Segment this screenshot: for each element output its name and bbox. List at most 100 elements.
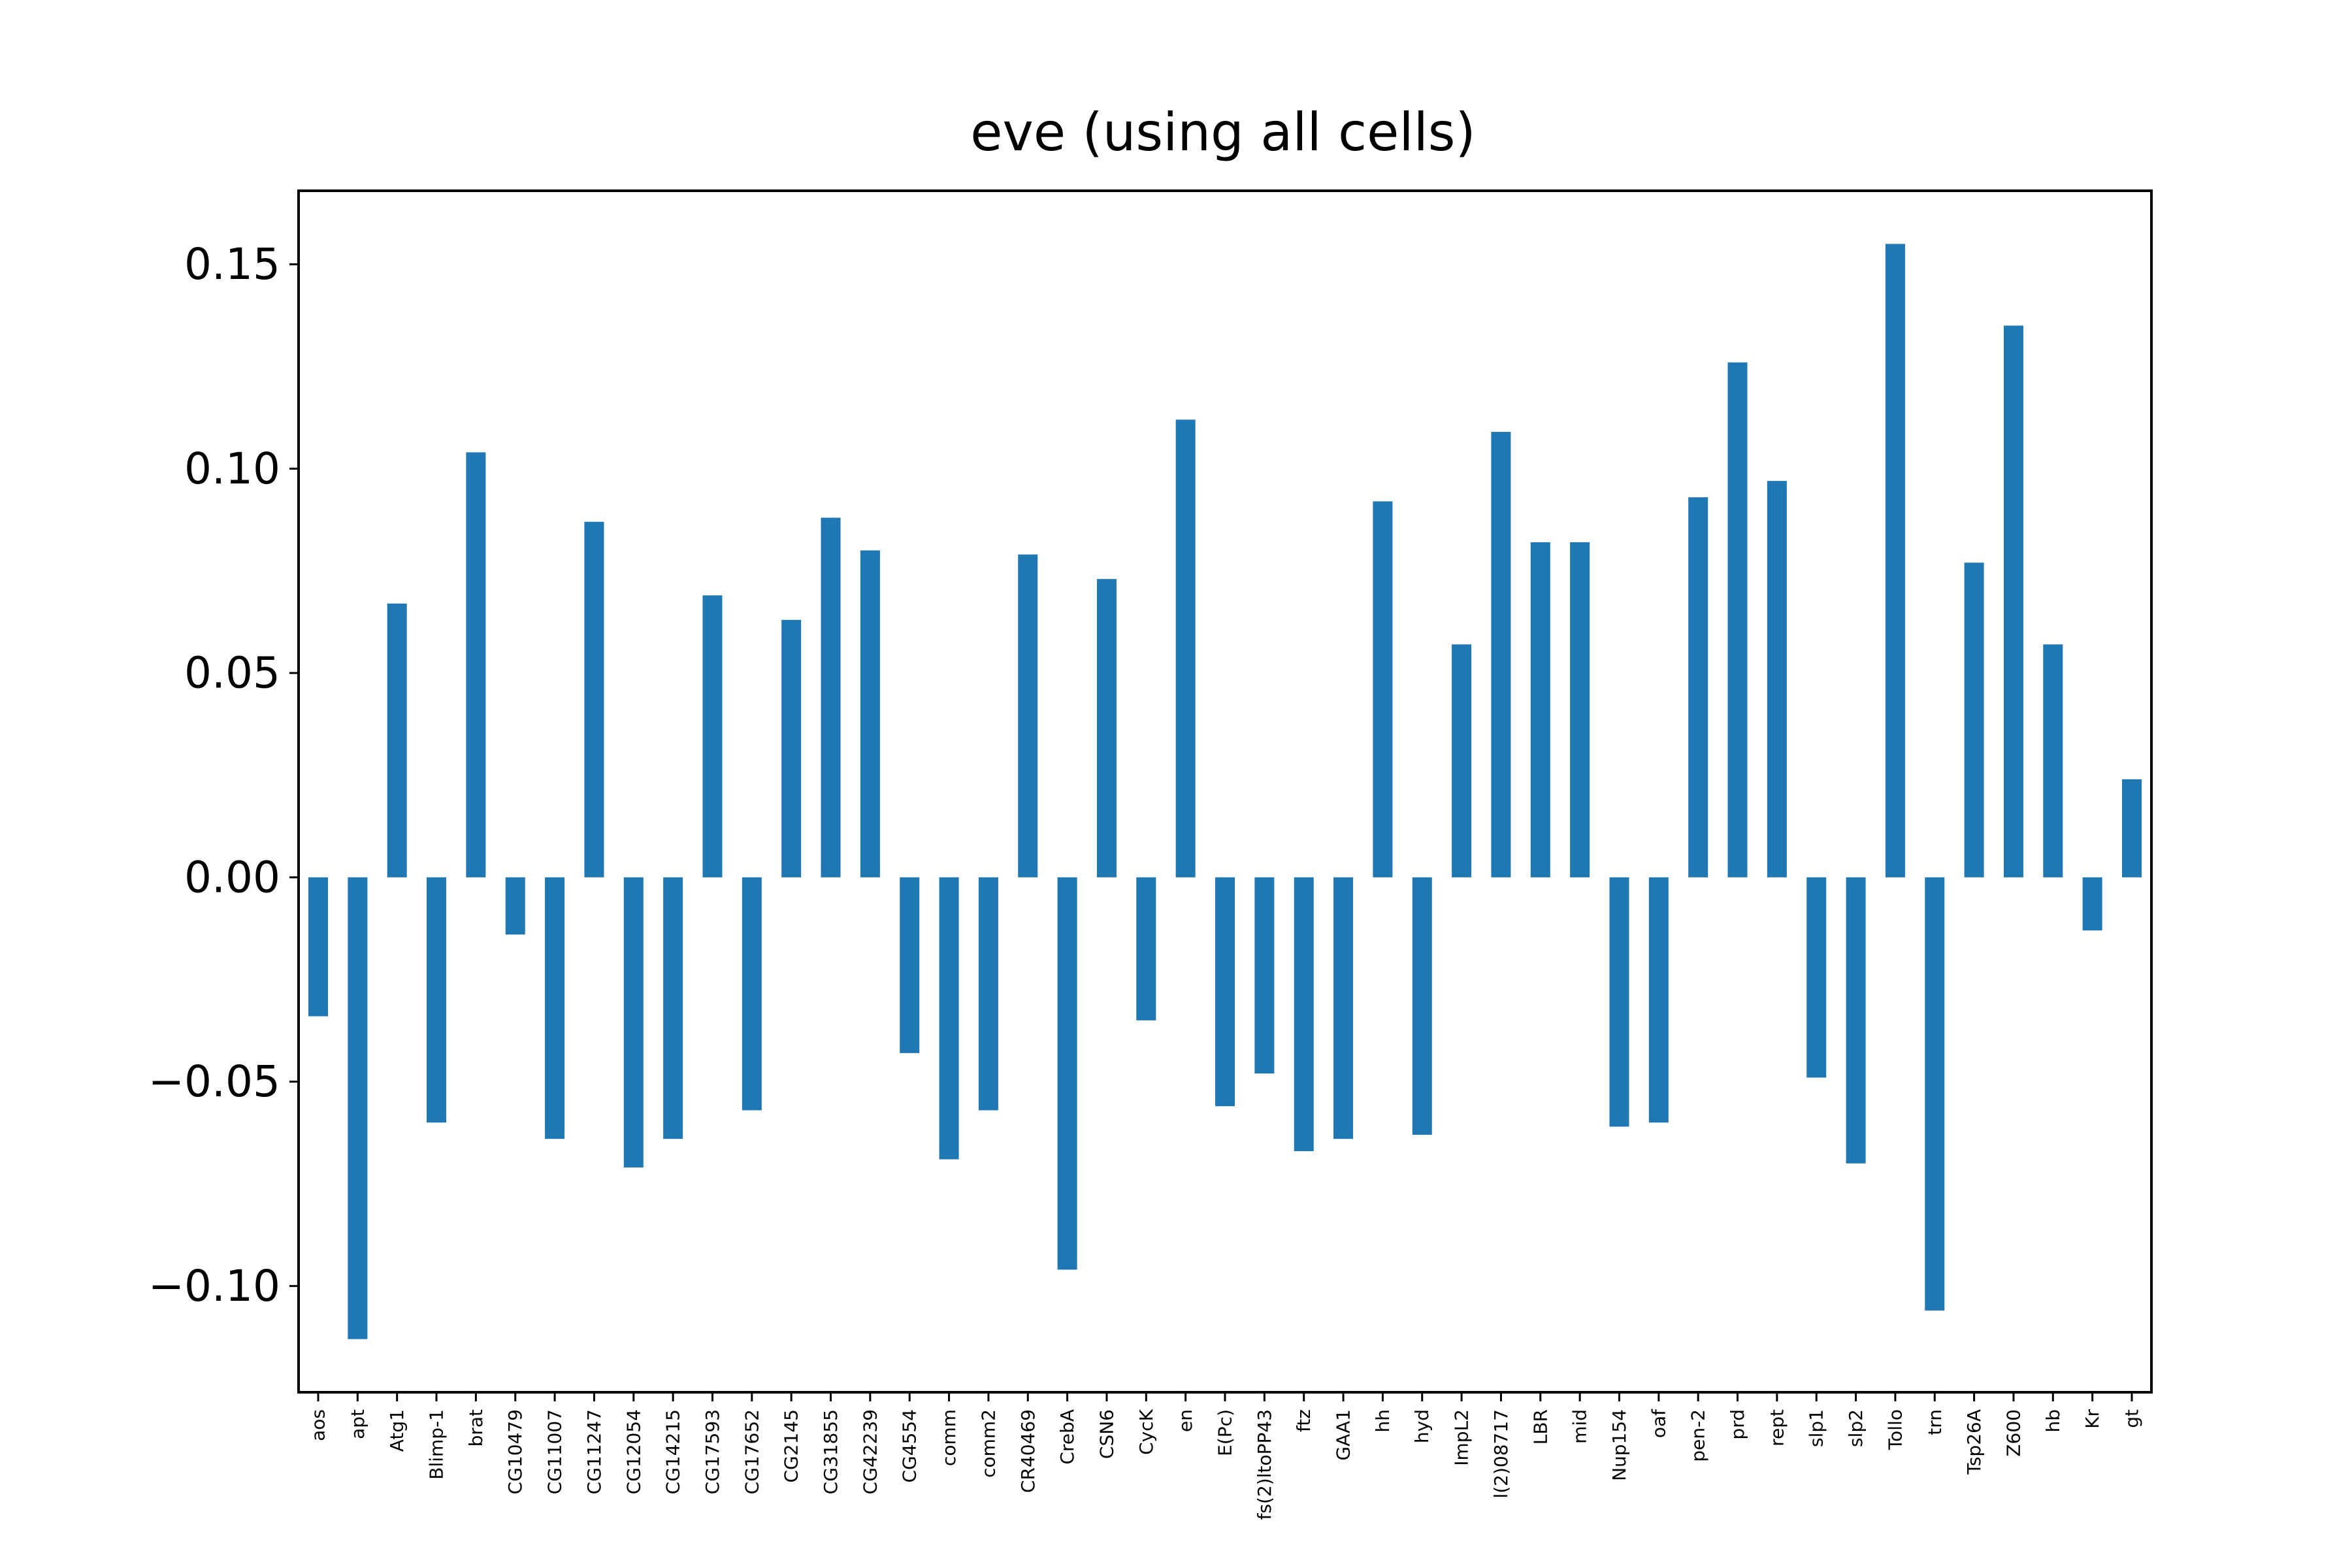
x-tick-label: en [1175, 1409, 1196, 1432]
x-tick-label: Kr [2082, 1409, 2103, 1429]
x-tick-label: ftz [1293, 1409, 1315, 1432]
bar-hyd [1412, 877, 1432, 1135]
x-tick-label: aos [308, 1409, 329, 1441]
x-tick-label: comm [938, 1409, 960, 1466]
x-tick-label: comm2 [977, 1409, 999, 1478]
bar-slp1 [1806, 877, 1827, 1078]
x-tick-label: ImpL2 [1451, 1409, 1473, 1466]
bar-mid [1570, 542, 1590, 877]
bar-Blimp-1 [427, 877, 447, 1123]
bar-CG17652 [742, 877, 762, 1111]
x-tick-label: fs(2)ltoPP43 [1254, 1409, 1275, 1520]
x-tick-label: hyd [1411, 1409, 1433, 1443]
x-tick-label: Atg1 [386, 1409, 408, 1452]
x-tick-label: mid [1569, 1409, 1591, 1444]
x-tick-label: CSN6 [1096, 1409, 1117, 1459]
chart-title: eve (using all cells) [970, 102, 1475, 163]
x-tick-label: slp1 [1806, 1409, 1827, 1447]
plot-frame [297, 189, 2153, 1394]
bar-hh [1373, 501, 1393, 877]
x-tick-label: brat [465, 1409, 487, 1446]
x-axis: aos apt Atg1 Blimp-1 brat CG10479 CG11007 CG112… [308, 1392, 2143, 1520]
x-tick-label: Nup154 [1609, 1409, 1630, 1481]
bar-CG11247 [584, 521, 604, 877]
bar-CR40469 [1018, 554, 1038, 877]
y-tick-label: 0.15 [184, 239, 280, 289]
x-tick-label: CR40469 [1017, 1409, 1039, 1493]
bar-Kr [2082, 877, 2102, 931]
bar-CG10479 [505, 877, 525, 935]
x-tick-label: Tollo [1884, 1409, 1906, 1450]
bar-trn [1925, 877, 1945, 1311]
x-tick-label: CG31855 [820, 1409, 841, 1494]
bar-comm2 [978, 877, 998, 1111]
x-tick-label: CG11247 [583, 1409, 605, 1494]
bar-CG2145 [781, 619, 802, 877]
x-tick-label: l(2)08717 [1490, 1409, 1512, 1499]
x-tick-label: CG42239 [859, 1409, 881, 1494]
x-tick-label: CG2145 [781, 1409, 802, 1483]
bar-slp2 [1846, 877, 1866, 1164]
x-tick-label: hh [1372, 1409, 1394, 1433]
bar-CG17593 [702, 595, 723, 877]
bar-l(2)08717 [1491, 432, 1511, 877]
bar-CG31855 [821, 517, 841, 877]
bar-Nup154 [1609, 877, 1629, 1127]
x-tick-label: Blimp-1 [426, 1409, 448, 1480]
bar-CrebA [1057, 877, 1077, 1270]
bar-rept [1767, 481, 1787, 877]
x-tick-label: CG4554 [899, 1409, 921, 1483]
bars-layer [308, 244, 2142, 1339]
bar-oaf [1648, 877, 1669, 1123]
bar-Atg1 [387, 603, 407, 877]
bar-en [1175, 419, 1196, 877]
bar-GAA1 [1333, 877, 1354, 1139]
bar-CG4554 [900, 877, 920, 1053]
bar-CSN6 [1096, 579, 1117, 877]
bar-ftz [1294, 877, 1314, 1151]
x-tick-label: CG10479 [504, 1409, 526, 1494]
x-tick-label: CG11007 [544, 1409, 566, 1494]
x-tick-label: oaf [1648, 1409, 1669, 1438]
x-tick-label: CG12054 [623, 1409, 644, 1494]
bar-CG14215 [663, 877, 683, 1139]
x-tick-label: CG14215 [662, 1409, 684, 1494]
x-tick-label: pen-2 [1688, 1409, 1709, 1462]
bar-Tsp26A [1964, 563, 1984, 877]
y-tick-label: 0.00 [184, 852, 280, 902]
bar-fs(2)ltoPP43 [1254, 877, 1275, 1074]
bar-hb [2043, 644, 2063, 877]
x-tick-label: CG17593 [702, 1409, 723, 1494]
y-tick-label: −0.05 [148, 1056, 280, 1107]
bar-aos [308, 877, 328, 1017]
x-tick-label: apt [347, 1409, 368, 1439]
x-tick-label: GAA1 [1333, 1409, 1354, 1461]
bar-ImpL2 [1452, 644, 1472, 877]
x-tick-label: gt [2121, 1409, 2143, 1428]
bar-pen-2 [1688, 497, 1708, 877]
bar-Tollo [1885, 244, 1905, 877]
bar-brat [466, 452, 486, 877]
bar-CycK [1136, 877, 1156, 1021]
x-tick-label: CG17652 [741, 1409, 762, 1494]
bar-Z600 [2003, 325, 2023, 877]
x-tick-label: CycK [1135, 1409, 1157, 1455]
y-tick-label: 0.05 [184, 648, 280, 698]
bar-comm [939, 877, 959, 1160]
x-tick-label: Tsp26A [1963, 1409, 1985, 1475]
y-tick-label: −0.10 [148, 1261, 280, 1311]
bar-CG42239 [860, 550, 880, 877]
y-axis: −0.10 −0.05 0.00 0.05 0.10 0.15 [148, 239, 299, 1311]
bar-apt [348, 877, 368, 1339]
bar-prd [1727, 362, 1748, 877]
bar-LBR [1530, 542, 1550, 877]
x-tick-label: Z600 [2002, 1409, 2024, 1457]
bar-CG12054 [623, 877, 644, 1168]
x-tick-label: hb [2042, 1409, 2064, 1433]
x-tick-label: CrebA [1056, 1409, 1078, 1465]
y-tick-label: 0.10 [184, 444, 280, 494]
x-tick-label: LBR [1529, 1409, 1551, 1445]
x-tick-label: trn [1924, 1409, 1946, 1435]
